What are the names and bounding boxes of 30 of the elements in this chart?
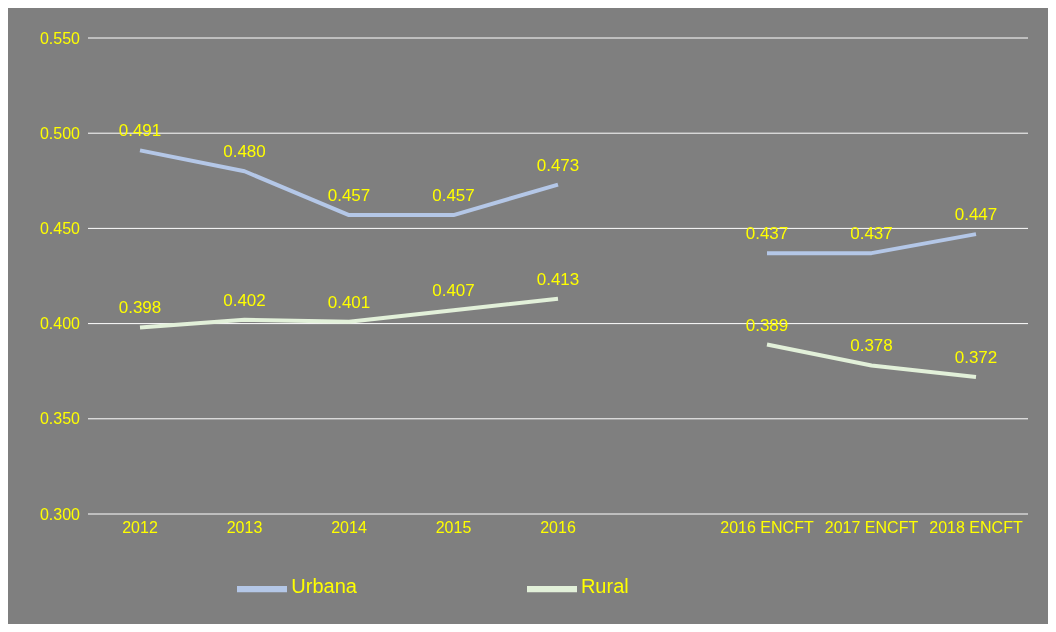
y-tick-label: 0.400 — [39, 315, 81, 333]
legend-label: Rural — [580, 575, 629, 598]
data-label: 0.407 — [432, 281, 475, 301]
y-tick-label: 0.550 — [39, 29, 81, 47]
data-label: 0.398 — [118, 298, 162, 318]
data-label: 0.457 — [327, 186, 371, 206]
y-tick-label: 0.500 — [39, 124, 81, 142]
y-tick-label: 0.300 — [39, 505, 81, 523]
x-tick-label: 2014 — [331, 519, 367, 537]
x-tick-label: 2016 ENCFT — [720, 519, 814, 537]
y-tick-label: 0.350 — [39, 410, 81, 428]
data-label: 0.457 — [432, 186, 475, 206]
y-tick-label: 0.450 — [39, 220, 81, 238]
x-tick-label: 2012 — [122, 519, 158, 537]
data-label: 0.437 — [850, 224, 893, 244]
x-tick-label: 2015 — [435, 519, 472, 537]
x-tick-label: 2018 ENCFT — [929, 519, 1023, 537]
x-tick-label: 2016 — [540, 519, 576, 537]
data-label: 0.413 — [536, 269, 580, 289]
data-label: 0.437 — [745, 224, 789, 244]
data-label: 0.401 — [327, 292, 371, 312]
data-label: 0.480 — [223, 142, 266, 162]
data-label: 0.372 — [954, 347, 998, 367]
x-tick-label: 2013 — [226, 519, 263, 537]
data-label: 0.402 — [223, 290, 266, 310]
data-label: 0.378 — [850, 336, 893, 356]
data-label: 0.473 — [536, 155, 580, 175]
legend-label: Urbana — [291, 575, 357, 598]
data-label: 0.447 — [954, 205, 998, 225]
x-tick-label: 2017 ENCFT — [824, 519, 919, 537]
